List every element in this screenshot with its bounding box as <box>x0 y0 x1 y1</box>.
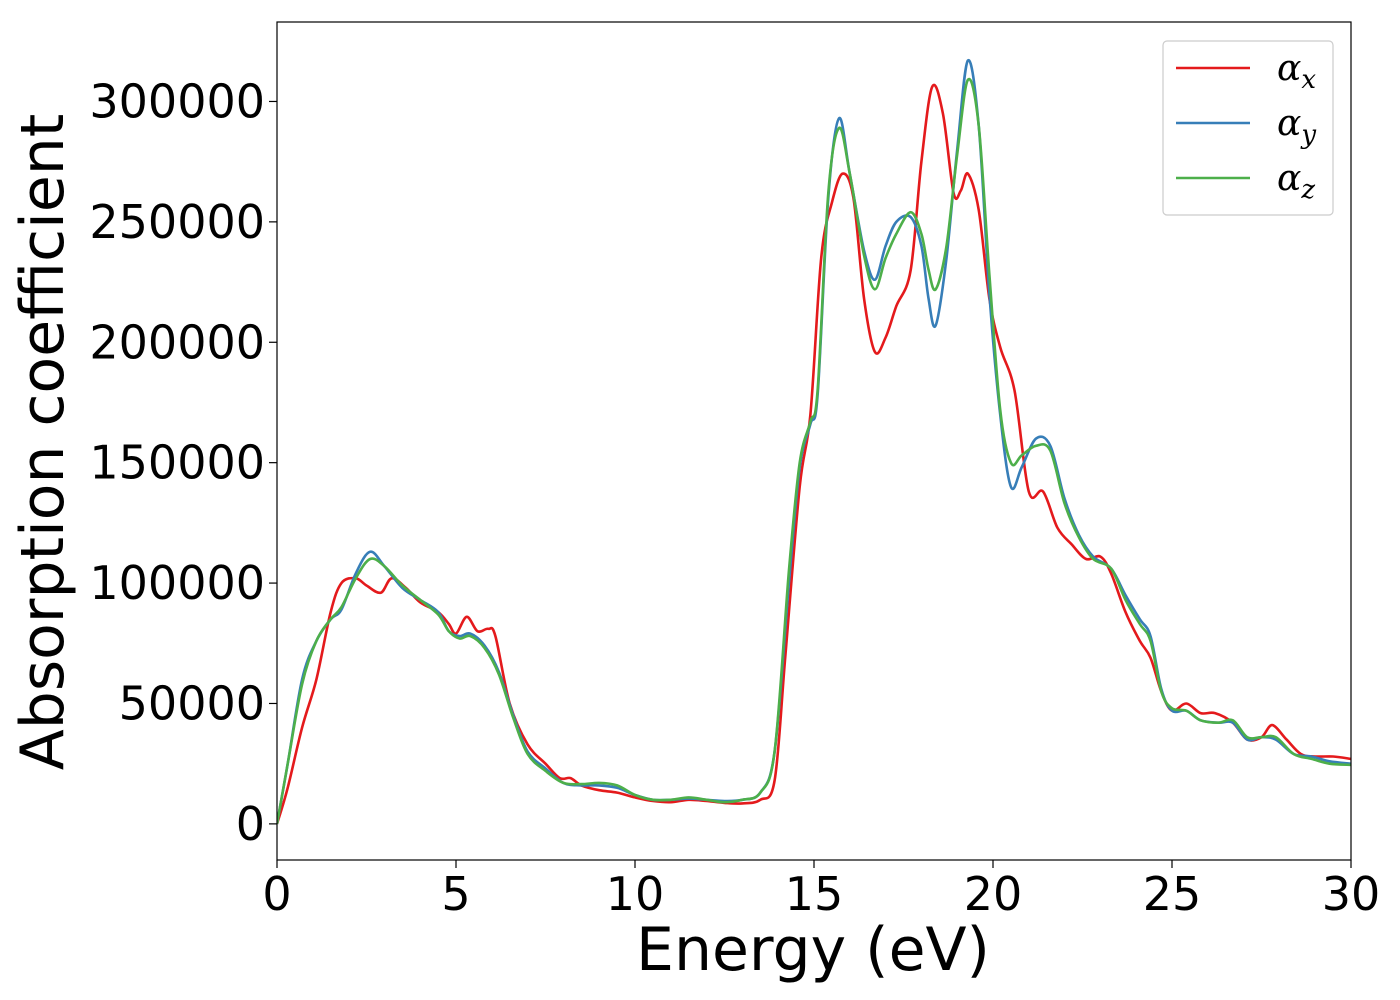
legend: αx αy αz <box>1162 40 1334 216</box>
y-tick-label: 100000 <box>89 556 265 610</box>
series-line-x <box>277 83 1351 825</box>
legend-box <box>1162 40 1334 216</box>
y-tick-label: 150000 <box>89 436 265 490</box>
x-tick-label: 0 <box>262 867 291 921</box>
y-tick-label: 0 <box>236 797 265 851</box>
y-axis-label: Absorption coefficient <box>8 114 78 771</box>
x-tick-label: 25 <box>1143 867 1202 921</box>
legend-label-x: αx <box>1277 48 1316 95</box>
series-layer <box>277 59 1351 825</box>
x-tick-label: 10 <box>606 867 665 921</box>
x-axis-label: Energy (eV) <box>636 915 990 985</box>
legend-label-y: αy <box>1277 103 1316 150</box>
x-tick-label: 5 <box>441 867 470 921</box>
y-tick-label: 50000 <box>119 676 265 730</box>
y-tick-label: 200000 <box>89 315 265 369</box>
legend-label-z: αz <box>1277 158 1315 205</box>
series-line-z <box>277 77 1351 825</box>
x-tick-label: 15 <box>785 867 844 921</box>
y-tick-label: 250000 <box>89 195 265 249</box>
x-tick-label: 20 <box>964 867 1023 921</box>
y-axis-ticks: 0 50000 100000 150000 200000 250000 300000 <box>89 74 277 851</box>
y-tick-label: 300000 <box>89 74 265 128</box>
x-tick-label: 30 <box>1322 867 1381 921</box>
series-line-y <box>277 59 1351 825</box>
x-axis-ticks: 0 5 10 15 20 25 30 <box>262 860 1380 921</box>
